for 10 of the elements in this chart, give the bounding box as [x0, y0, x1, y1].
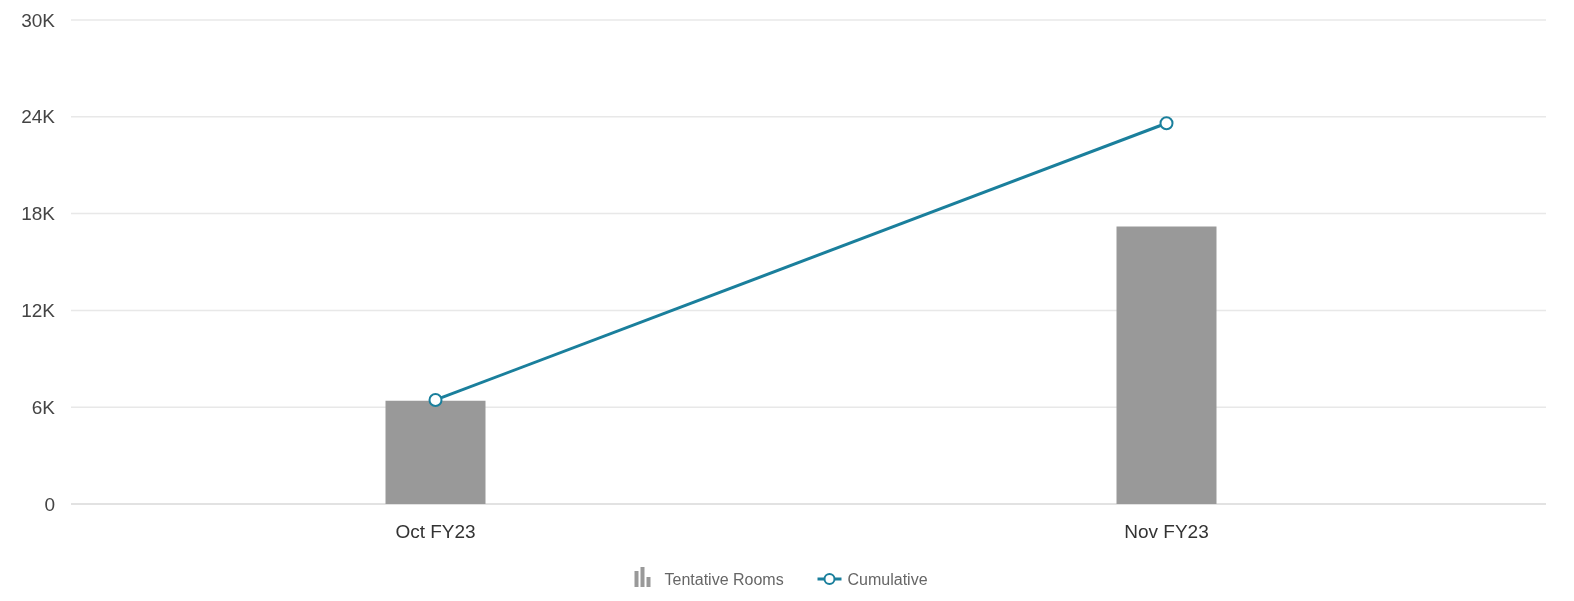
y-tick-label: 30K	[21, 9, 56, 31]
x-tick-label: Nov FY23	[1124, 521, 1209, 542]
legend-label: Tentative Rooms	[664, 571, 784, 588]
y-tick-label: 6K	[31, 396, 56, 418]
x-tick-label: Oct FY23	[395, 521, 476, 542]
y-tick-label: 12K	[21, 300, 56, 322]
y-tick-label: 0	[44, 493, 55, 515]
legend-label: Cumulative	[847, 571, 928, 588]
y-tick-label: 18K	[21, 203, 56, 225]
y-tick-label: 24K	[21, 106, 56, 128]
